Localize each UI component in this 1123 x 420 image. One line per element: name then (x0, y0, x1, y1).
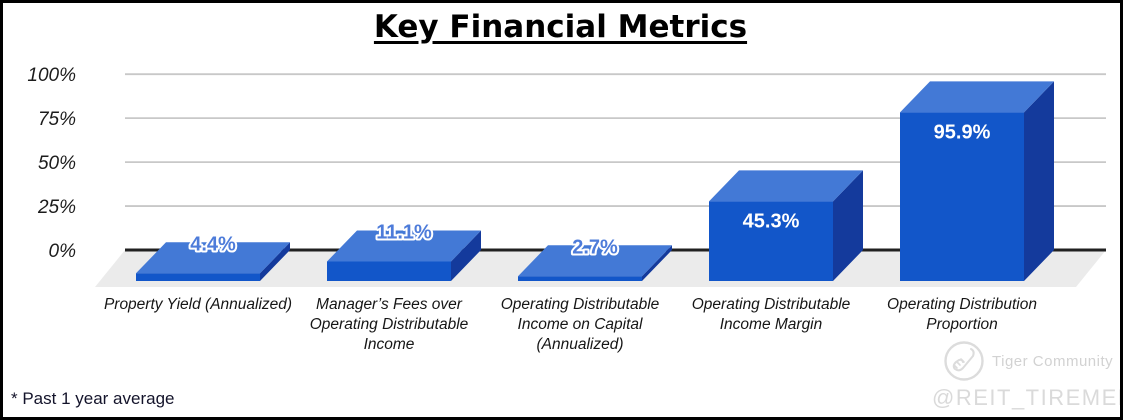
category-label-property-yield: Property Yield (Annualized) (103, 296, 293, 313)
bar-front-face (709, 201, 833, 281)
bar-value-label: 11.1% (376, 221, 432, 243)
y-tick-label: 100% (27, 65, 76, 86)
bar-front-face (518, 276, 642, 281)
bar-top-face (709, 170, 863, 202)
bar-front-face (327, 261, 451, 281)
y-tick-label: 75% (38, 109, 76, 130)
bar-top-face (518, 245, 672, 277)
bar-chart: 100% 75% 50% 25% 0% 4.4% 11.1% 2.7% 45.3% 95.9% (27, 65, 1106, 287)
bar-front-face (136, 273, 260, 281)
bar-side-face (833, 170, 863, 281)
category-label-odi-margin: Operating Distributable Income Margin (691, 296, 851, 333)
bar-value-label: 4.4% (190, 233, 236, 255)
category-label-odi-on-capital: Operating Distributable Income on Capita… (500, 296, 660, 353)
bar-side-face (1024, 81, 1054, 281)
bar-top-face (136, 242, 290, 274)
category-label-managers-fees: Manager’s Fees over Operating Distributa… (309, 296, 469, 353)
watermark-handle-text: @REIT_TIREMENT (932, 385, 1120, 410)
bar-side-face (260, 242, 290, 281)
chart-title: Key Financial Metrics (373, 9, 748, 45)
footnote: * Past 1 year average (11, 389, 175, 408)
bar-value-label: 2.7% (572, 236, 618, 258)
y-tick-label: 0% (49, 241, 77, 262)
bar-side-face (642, 245, 672, 281)
watermark-community-text: Tiger Community (992, 353, 1114, 370)
bar-front-face (900, 112, 1024, 281)
bar-value-label: 95.9% (934, 121, 991, 143)
bar-top-face (327, 230, 481, 262)
bar-side-face (451, 230, 481, 281)
category-label-distribution-proportion: Operating Distribution Proportion (887, 296, 1037, 333)
bar-top-face (900, 81, 1054, 113)
tiger-community-logo-icon (944, 341, 984, 381)
y-tick-label: 50% (38, 153, 76, 174)
y-tick-label: 25% (37, 197, 76, 218)
bar-value-label: 45.3% (743, 210, 800, 232)
